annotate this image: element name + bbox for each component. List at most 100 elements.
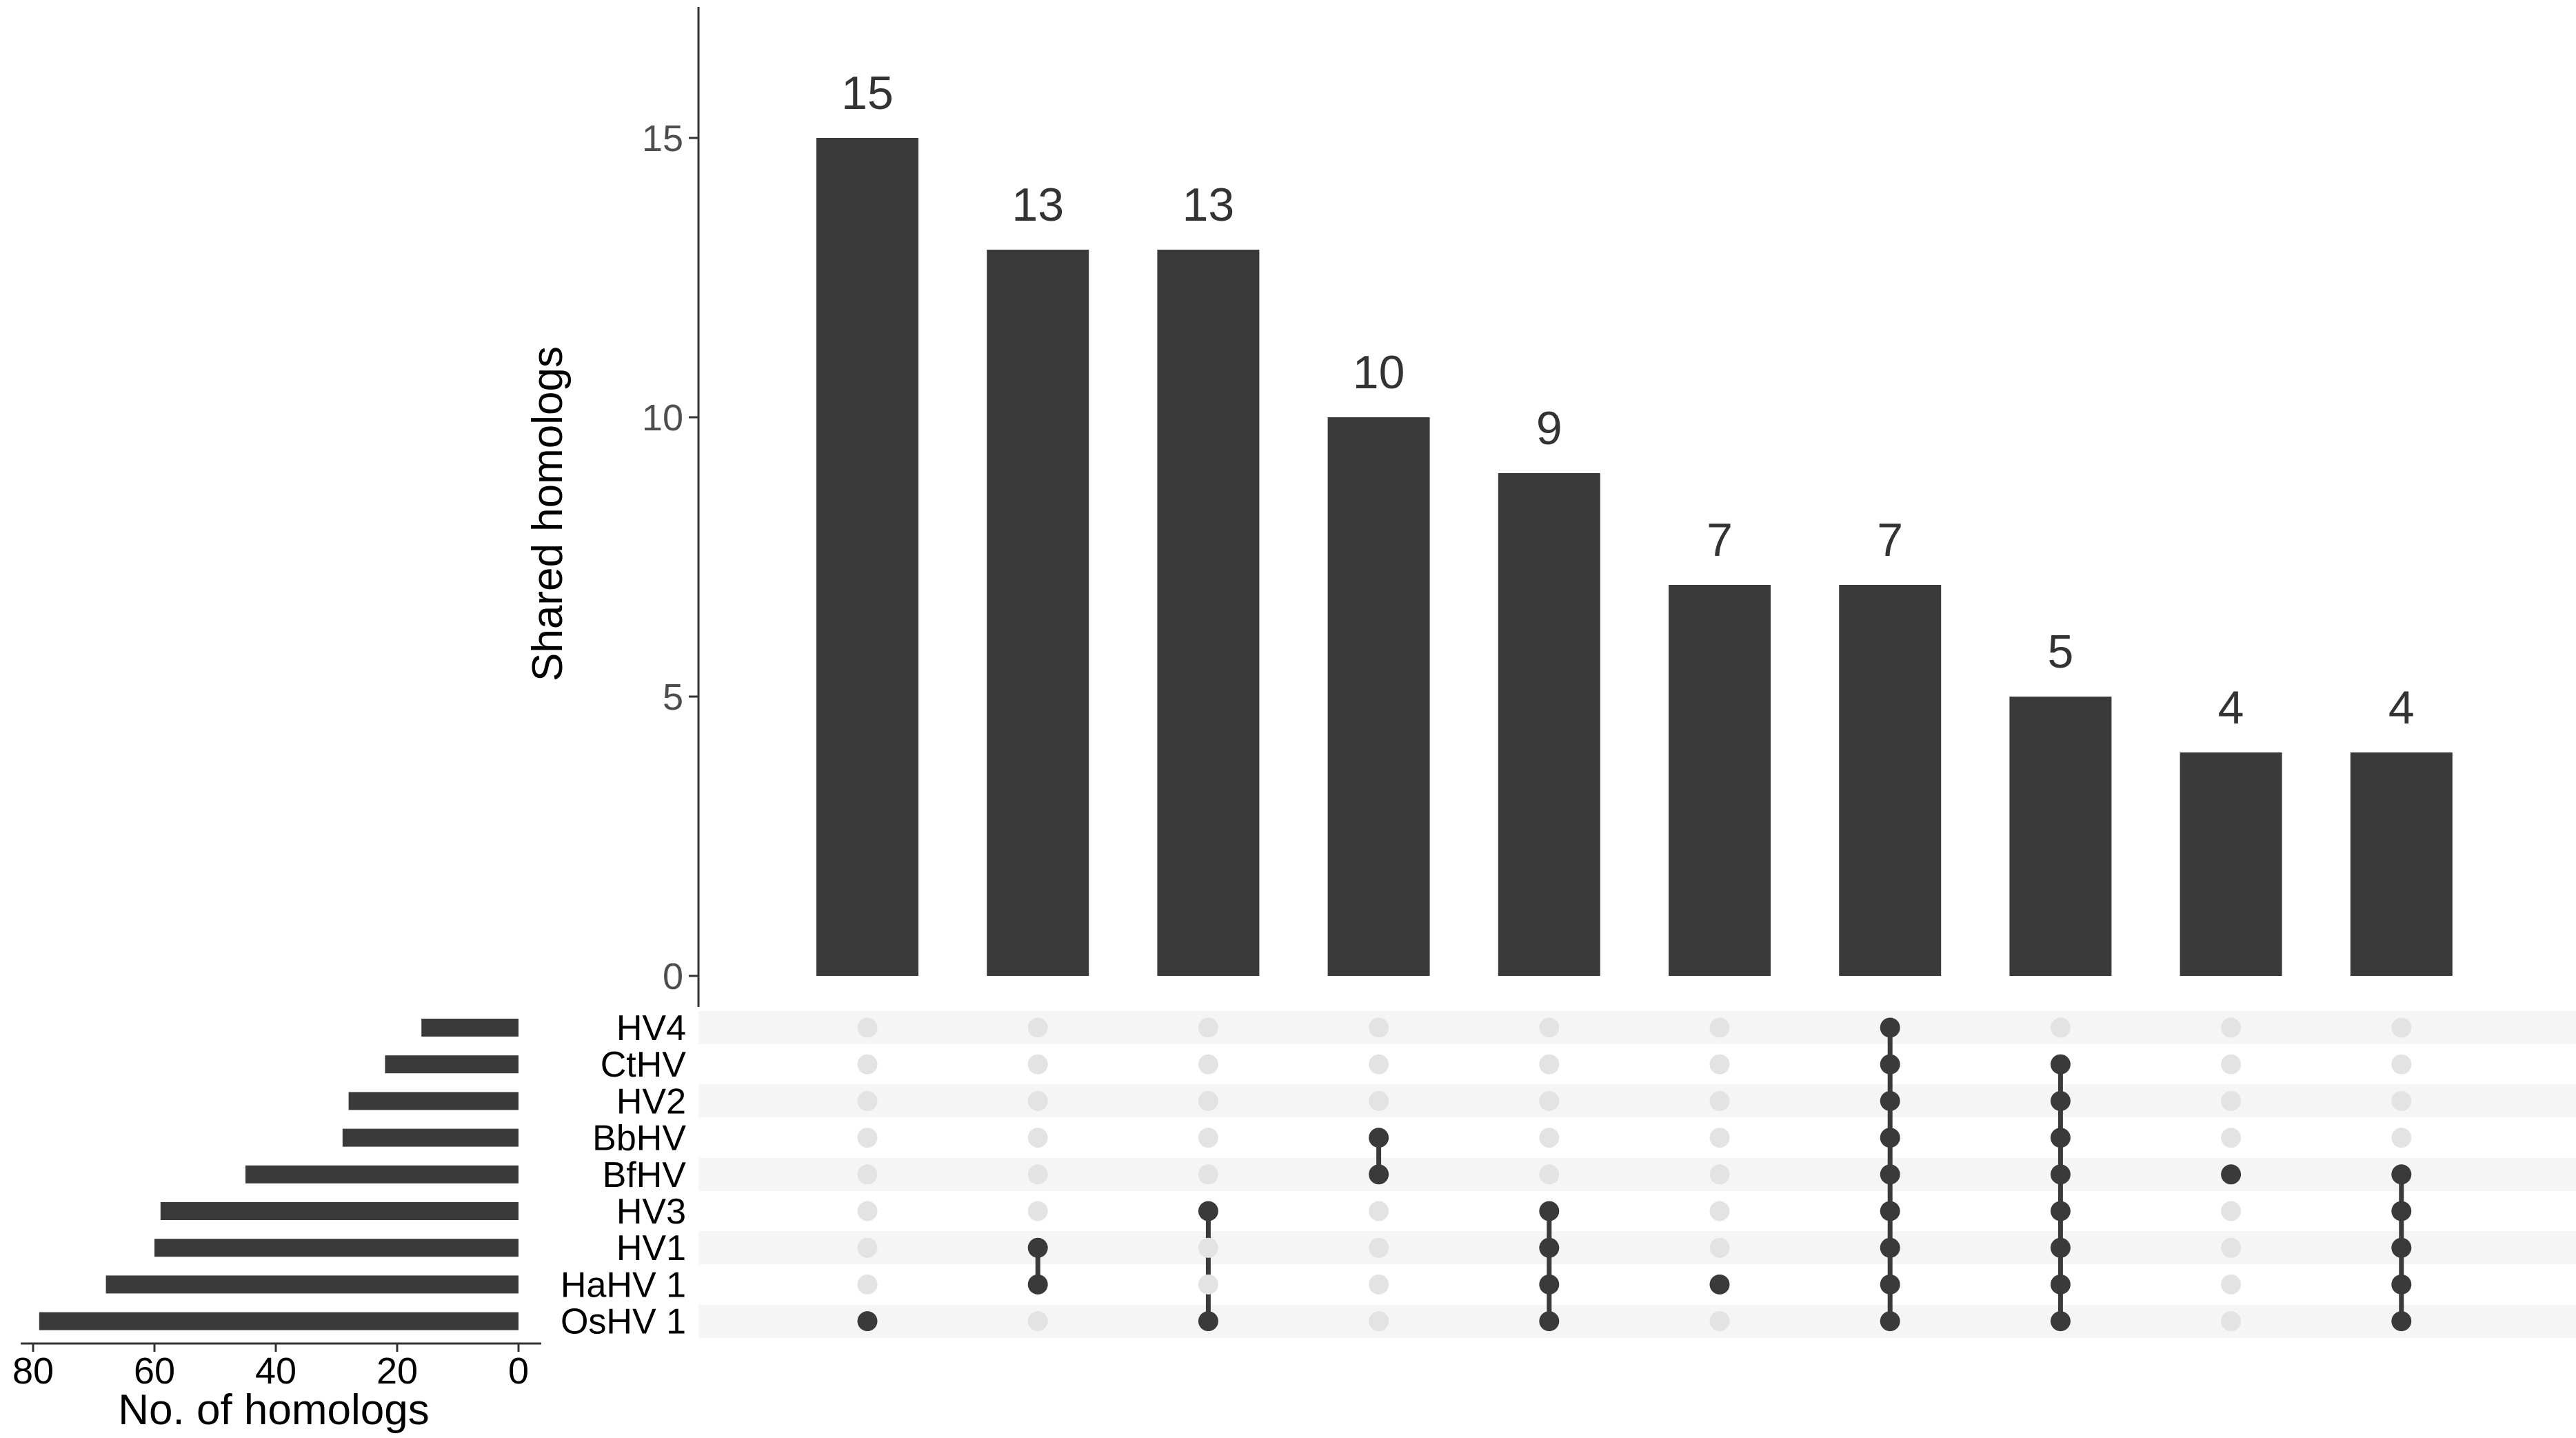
matrix-dot-empty [2221, 1128, 2242, 1148]
intersection-value-label: 15 [841, 67, 894, 119]
matrix-dot-filled [1198, 1201, 1218, 1221]
matrix-dot-empty [1369, 1311, 1389, 1332]
matrix-dot-empty [1027, 1017, 1048, 1038]
matrix-dot-filled [2050, 1164, 2071, 1185]
matrix-dot-filled [2050, 1237, 2071, 1258]
matrix-dot-empty [2050, 1017, 2071, 1038]
set-size-tick-label: 20 [376, 1350, 418, 1392]
set-size-tick-label: 80 [12, 1350, 54, 1392]
matrix-row-stripe [698, 1231, 2576, 1265]
set-size-tick-label: 0 [508, 1350, 529, 1392]
intersection-value-label: 9 [1536, 402, 1562, 455]
matrix-row-stripe [698, 1304, 2576, 1338]
matrix-dot-filled [1027, 1237, 1048, 1258]
matrix-dot-empty [1369, 1017, 1389, 1038]
intersection-value-label: 4 [2218, 681, 2244, 734]
matrix-dot-empty [857, 1164, 878, 1185]
matrix-dot-empty [1027, 1054, 1048, 1075]
intersection-bar [1498, 473, 1600, 976]
matrix-dot-filled [2391, 1311, 2412, 1332]
matrix-stripes [698, 1011, 2576, 1338]
set-size-bar [105, 1275, 519, 1294]
set-name-label: CtHV [601, 1045, 687, 1085]
matrix-dot-filled [1880, 1054, 1900, 1075]
matrix-dot-filled [1027, 1274, 1048, 1295]
set-size-bar [154, 1239, 519, 1257]
matrix-dot-empty [1539, 1164, 1560, 1185]
matrix-dot-empty [1198, 1090, 1218, 1111]
matrix-dot-empty [1709, 1164, 1730, 1185]
matrix-dot-empty [2221, 1311, 2242, 1332]
matrix-dot-filled [1880, 1128, 1900, 1148]
matrix-dot-filled [1539, 1201, 1560, 1221]
matrix-dot-empty [2391, 1128, 2412, 1148]
matrix-dot-filled [2050, 1274, 2071, 1295]
matrix-dot-filled [2391, 1237, 2412, 1258]
intersection-bar [2009, 697, 2112, 976]
matrix-dot-filled [2391, 1274, 2412, 1295]
set-name-label: BfHV [603, 1155, 687, 1195]
matrix-dot-filled [2050, 1311, 2071, 1332]
matrix-dot-empty [1198, 1237, 1218, 1258]
matrix-dot-filled [1880, 1311, 1900, 1332]
set-name-label: HV2 [616, 1081, 686, 1121]
set-name-label: HV3 [616, 1192, 686, 1232]
intersection-value-labels: 15 13 13 10 9 7 7 5 4 4 [841, 67, 2415, 734]
intersection-value-label: 7 [1877, 514, 1903, 566]
matrix-dot-empty [1709, 1054, 1730, 1075]
matrix-dot-empty [1198, 1274, 1218, 1295]
matrix-dot-filled [2391, 1201, 2412, 1221]
matrix-dot-empty [1539, 1017, 1560, 1038]
matrix-dot-filled [1880, 1201, 1900, 1221]
set-size-bar [385, 1055, 519, 1074]
matrix-dot-empty [2221, 1017, 2242, 1038]
matrix-dot-filled [1539, 1274, 1560, 1295]
matrix-dot-filled [1369, 1164, 1389, 1185]
matrix-dot-empty [2221, 1054, 2242, 1075]
intersection-bar [1157, 250, 1260, 976]
matrix-dot-empty [1369, 1090, 1389, 1111]
matrix-dot-empty [2391, 1054, 2412, 1075]
set-size-bar [39, 1312, 519, 1330]
matrix-dot-empty [1709, 1311, 1730, 1332]
set-size-tick-label: 40 [255, 1350, 296, 1392]
matrix-dot-empty [857, 1090, 878, 1111]
matrix-dot-empty [857, 1128, 878, 1148]
matrix-dot-empty [1027, 1164, 1048, 1185]
y-tick-label: 15 [642, 118, 683, 159]
matrix-dot-filled [2050, 1054, 2071, 1075]
matrix-dot-filled [1369, 1128, 1389, 1148]
set-name-label: HV1 [616, 1228, 686, 1268]
matrix-dot-empty [857, 1201, 878, 1221]
set-size-bar [348, 1092, 519, 1110]
matrix-dot-empty [1709, 1090, 1730, 1111]
matrix-dot-filled [1709, 1274, 1730, 1295]
matrix-dot-empty [1027, 1090, 1048, 1111]
matrix-dot-empty [1709, 1201, 1730, 1221]
matrix-dot-empty [1539, 1090, 1560, 1111]
set-size-bar [421, 1019, 519, 1037]
matrix-dot-filled [2391, 1164, 2412, 1185]
intersection-value-label: 13 [1183, 179, 1235, 231]
matrix-dot-filled [1198, 1311, 1218, 1332]
matrix-dot-filled [2050, 1090, 2071, 1111]
matrix-dot-empty [1027, 1128, 1048, 1148]
y-axis-title: Shared homologs [524, 346, 572, 681]
set-name-label: HaHV 1 [561, 1265, 686, 1305]
matrix-row-stripe [698, 1011, 2576, 1044]
set-name-label: BbHV [592, 1119, 686, 1159]
intersection-value-label: 13 [1012, 179, 1064, 231]
intersection-value-label: 7 [1707, 514, 1733, 566]
intersection-bars [816, 138, 2453, 976]
matrix-dot-empty [1027, 1311, 1048, 1332]
y-tick-label: 5 [663, 677, 683, 718]
intersection-bar [1669, 585, 1771, 976]
matrix-dot-filled [857, 1311, 878, 1332]
intersection-bar [1327, 417, 1430, 976]
matrix-dot-empty [1027, 1201, 1048, 1221]
matrix-dot-empty [1539, 1128, 1560, 1148]
set-size-axis: 80 60 40 20 0 No. of homologs [12, 1342, 541, 1434]
intersection-value-label: 5 [2047, 626, 2073, 678]
